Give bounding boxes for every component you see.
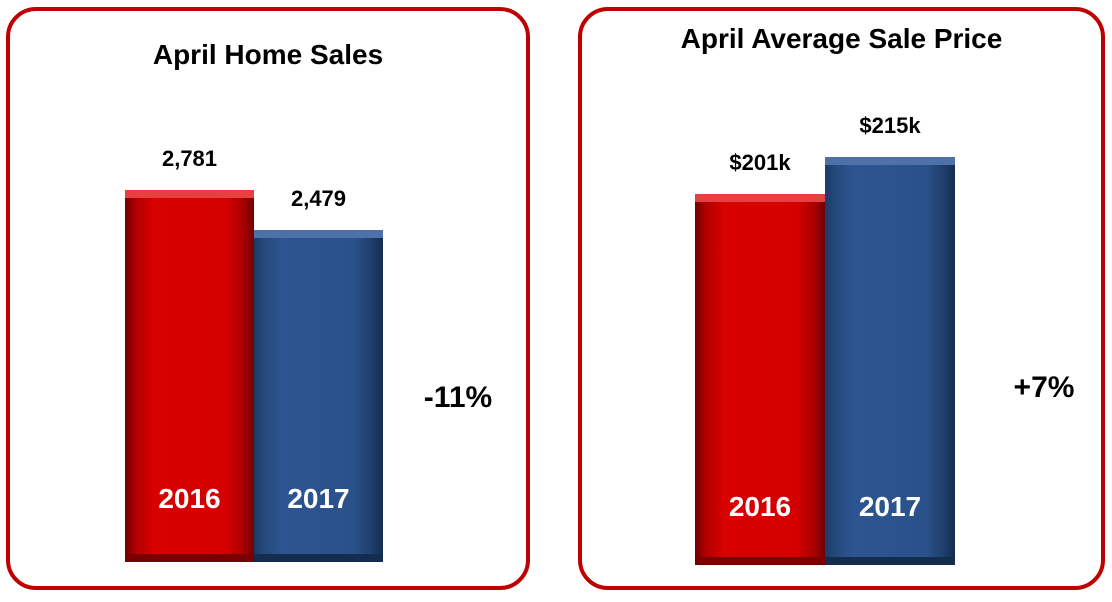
sale-price-value-label: $215k — [859, 113, 921, 138]
sale-price-chart-panel: April Average Sale Price 2016 $201k 2017 $2… — [578, 7, 1105, 590]
home-sales-chart-panel: April Home Sales 2016 2,781 2017 2,479 -11% — [6, 7, 530, 590]
home-sales-bar-2017: 2017 — [254, 230, 383, 562]
home-sales-value-label: 2,479 — [290, 186, 347, 211]
home-sales-category-label: 2017 — [287, 483, 350, 514]
sale-price-bar-2017: 2017 — [825, 157, 955, 565]
home-sales-bar-2016: 2016 — [125, 190, 254, 562]
home-sales-category-label: 2016 — [158, 483, 221, 514]
home-sales-value-label: 2,781 — [161, 146, 218, 171]
sale-price-bar-2016: 2016 — [695, 194, 825, 565]
sale-price-category-label: 2017 — [858, 491, 922, 522]
sale-price-change-label: +7% — [1013, 371, 1075, 404]
sale-price-chart-title: April Average Sale Price — [680, 23, 1003, 54]
sale-price-category-label: 2016 — [728, 491, 792, 522]
home-sales-change-label: -11% — [423, 381, 493, 414]
sale-price-value-label: $201k — [729, 150, 791, 175]
home-sales-chart-title: April Home Sales — [152, 39, 384, 70]
